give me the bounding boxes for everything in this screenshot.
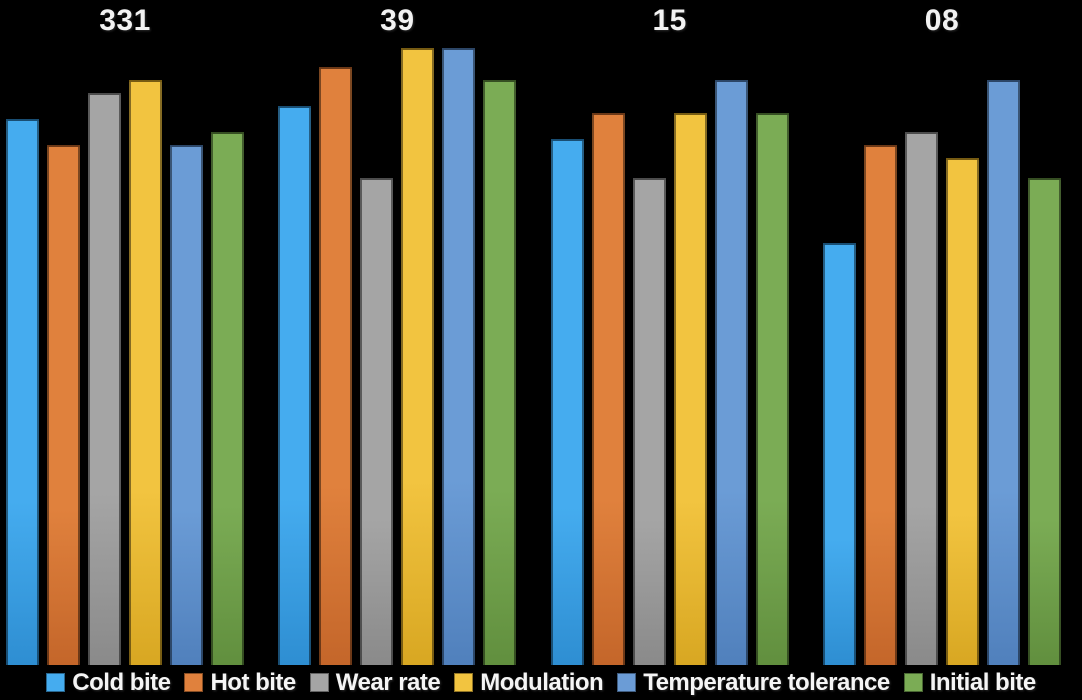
- legend-label-initial-bite: Initial bite: [929, 668, 1037, 696]
- bar-temperature-tolerance-08: [986, 80, 1020, 665]
- bar-initial-bite-39: [483, 80, 517, 665]
- legend-item-modulation: Modulation: [454, 668, 604, 697]
- legend-label-cold-bite: Cold bite: [72, 668, 171, 696]
- bar-group-331: 331: [6, 0, 244, 665]
- plot-area: 331 39 15 08: [6, 0, 1061, 665]
- legend-swatch-modulation: [454, 673, 474, 692]
- legend-swatch-initial-bite: [903, 673, 923, 692]
- bar-initial-bite-08: [1027, 177, 1061, 665]
- bar-modulation-08: [945, 158, 979, 665]
- bar-wear-rate-08: [904, 132, 938, 665]
- bar-cold-bite-08: [822, 242, 856, 665]
- bar-initial-bite-331: [211, 132, 244, 665]
- legend-item-temperature-tolerance: Temperature tolerance: [617, 668, 890, 697]
- bar-hot-bite-15: [591, 112, 625, 665]
- bar-temperature-tolerance-15: [714, 80, 748, 665]
- bar-group-15: 15: [550, 0, 789, 665]
- bar-wear-rate-39: [360, 177, 394, 665]
- legend-item-hot-bite: Hot bite: [184, 668, 296, 697]
- legend-label-temperature-tolerance: Temperature tolerance: [643, 668, 890, 696]
- category-label-15: 15: [652, 4, 687, 37]
- legend-item-wear-rate: Wear rate: [309, 668, 441, 697]
- bar-cold-bite-15: [550, 138, 584, 665]
- legend-swatch-cold-bite: [46, 673, 66, 692]
- legend-item-initial-bite: Initial bite: [903, 668, 1037, 697]
- bar-temperature-tolerance-39: [442, 47, 476, 665]
- bar-hot-bite-08: [863, 145, 897, 665]
- bar-hot-bite-39: [319, 67, 353, 665]
- bar-initial-bite-15: [755, 112, 789, 665]
- category-label-39: 39: [380, 4, 415, 37]
- bar-group-08: 08: [822, 0, 1061, 665]
- legend-swatch-temperature-tolerance: [617, 673, 637, 692]
- category-label-08: 08: [924, 4, 960, 37]
- bar-cold-bite-39: [278, 106, 312, 665]
- legend-swatch-wear-rate: [309, 673, 329, 692]
- bar-modulation-15: [673, 112, 707, 665]
- legend-label-wear-rate: Wear rate: [335, 668, 441, 696]
- legend-label-hot-bite: Hot bite: [210, 668, 296, 696]
- legend-label-modulation: Modulation: [480, 668, 604, 696]
- bar-temperature-tolerance-331: [170, 145, 203, 665]
- bar-group-39: 39: [278, 0, 517, 665]
- bar-modulation-331: [129, 80, 162, 665]
- legend-item-cold-bite: Cold bite: [46, 668, 171, 697]
- bar-wear-rate-331: [88, 93, 121, 665]
- category-label-331: 331: [99, 4, 151, 37]
- bar-wear-rate-15: [632, 177, 666, 665]
- bar-hot-bite-331: [47, 145, 80, 665]
- bar-cold-bite-331: [6, 119, 39, 665]
- bar-modulation-39: [401, 47, 435, 665]
- chart-legend: Cold bite Hot bite Wear rate Modulation Temp…: [0, 665, 1082, 700]
- legend-swatch-hot-bite: [184, 673, 204, 692]
